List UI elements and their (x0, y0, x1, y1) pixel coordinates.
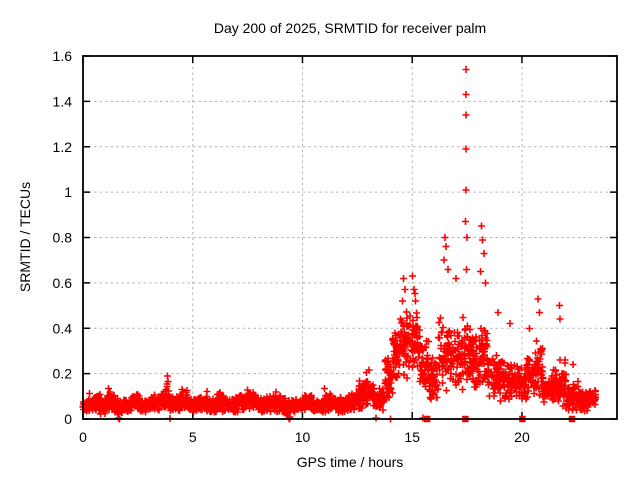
y-tick-label: 1.6 (53, 48, 73, 64)
x-tick-label: 10 (295, 429, 311, 445)
tick-labels: 0 5 10 15 20 0 0.2 0.4 0.6 0.8 1 1.2 1.4 1.6 (53, 48, 530, 445)
plot-border (82, 55, 618, 420)
y-tick-label: 0.2 (53, 366, 73, 382)
y-tick-label: 0.4 (53, 320, 73, 336)
chart-title: Day 200 of 2025, SRMTID for receiver pal… (214, 20, 486, 36)
x-tick-label: 15 (404, 429, 420, 445)
y-tick-label: 1.2 (53, 139, 73, 155)
x-tick-label: 20 (514, 429, 530, 445)
y-tick-label: 0.8 (53, 230, 73, 246)
x-tick-label: 0 (79, 429, 87, 445)
y-tick-label: 1 (64, 184, 72, 200)
y-tick-label: 0.6 (53, 275, 73, 291)
x-tick-label: 5 (189, 429, 197, 445)
scatter-plus-markers (79, 66, 599, 423)
x-axis-label: GPS time / hours (297, 454, 404, 470)
y-tick-label: 0 (64, 411, 72, 427)
gridlines (83, 56, 617, 419)
y-axis-label: SRMTID / TECUs (17, 182, 33, 292)
y-tick-label: 1.4 (53, 93, 73, 109)
data-points (79, 66, 599, 423)
